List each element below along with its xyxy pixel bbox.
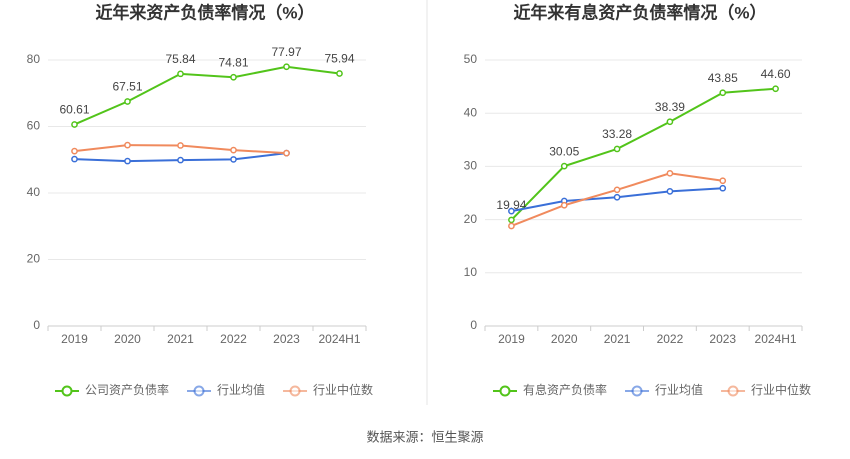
- legend-icon: [289, 385, 301, 397]
- point: [177, 156, 184, 164]
- value-label: 67.51: [112, 80, 142, 94]
- legend-label: 行业均值: [217, 382, 265, 397]
- y-tick-label: 50: [464, 52, 478, 66]
- point: [719, 184, 727, 192]
- point: [230, 156, 237, 163]
- point: [613, 186, 621, 194]
- x-tick-label: 2023: [273, 332, 300, 346]
- x-tick-label: 2021: [604, 332, 631, 346]
- point: [508, 207, 515, 215]
- point: [283, 63, 290, 71]
- point: [560, 162, 568, 170]
- legend-icon: [499, 385, 511, 397]
- point: [666, 118, 674, 126]
- x-tick-label: 2019: [61, 332, 88, 346]
- y-tick-label: 80: [27, 52, 41, 66]
- point: [124, 98, 131, 105]
- point: [71, 121, 78, 128]
- value-label: 30.05: [549, 144, 579, 158]
- point: [508, 222, 515, 230]
- point: [666, 169, 674, 177]
- point: [177, 142, 184, 149]
- y-tick-label: 10: [464, 265, 478, 279]
- value-label: 75.84: [165, 52, 195, 66]
- point: [177, 70, 184, 78]
- y-tick-label: 0: [33, 318, 40, 332]
- point: [560, 201, 568, 209]
- legend-icon: [193, 385, 205, 397]
- point: [613, 145, 621, 153]
- legend-label: 行业中位数: [751, 382, 811, 397]
- legend-icon: [727, 385, 739, 397]
- x-tick-label: 2024H1: [755, 332, 797, 346]
- series-line: [510, 87, 776, 221]
- legend-label: 公司资产负债率: [85, 382, 169, 397]
- point: [666, 188, 674, 195]
- x-tick-label: 2020: [114, 332, 141, 346]
- x-tick-label: 2022: [657, 332, 684, 346]
- point: [613, 193, 621, 201]
- legend-icon: [61, 385, 73, 397]
- point: [772, 85, 779, 93]
- series-line: [74, 65, 340, 126]
- x-tick-label: 2021: [167, 332, 194, 346]
- value-label: 74.81: [218, 55, 248, 69]
- y-tick-label: 60: [27, 119, 41, 133]
- y-tick-label: 40: [27, 185, 41, 199]
- point: [124, 157, 131, 165]
- x-tick-label: 2024H1: [318, 332, 360, 346]
- legend-label: 行业均值: [655, 382, 703, 397]
- value-label: 33.28: [602, 127, 632, 141]
- value-label: 38.39: [655, 100, 685, 114]
- y-tick-label: 30: [464, 159, 478, 173]
- value-label: 77.97: [271, 45, 301, 59]
- x-tick-label: 2023: [709, 332, 736, 346]
- chart-title: 近年来资产负债率情况（%）: [95, 2, 314, 22]
- point: [71, 155, 78, 163]
- y-tick-label: 40: [464, 105, 478, 119]
- point: [508, 216, 515, 224]
- chart-title: 近年来有息资产负债率情况（%）: [513, 2, 766, 22]
- source: 数据来源：恒生聚源: [366, 429, 483, 444]
- point: [719, 177, 727, 185]
- point: [230, 73, 237, 81]
- value-label: 75.94: [324, 52, 354, 66]
- value-label: 43.85: [708, 71, 738, 85]
- y-tick-label: 20: [464, 212, 478, 226]
- legend-label: 有息资产负债率: [523, 382, 607, 397]
- x-tick-label: 2022: [220, 332, 247, 346]
- point: [719, 89, 727, 97]
- value-label: 60.61: [59, 103, 89, 117]
- point: [283, 149, 290, 157]
- point: [230, 146, 237, 154]
- point: [336, 70, 343, 77]
- value-label: 44.60: [761, 67, 791, 81]
- legend-label: 行业中位数: [313, 382, 373, 397]
- point: [124, 141, 131, 149]
- x-tick-label: 2019: [498, 332, 525, 346]
- y-tick-label: 0: [470, 318, 477, 332]
- y-tick-label: 20: [27, 252, 41, 266]
- x-tick-label: 2020: [551, 332, 578, 346]
- legend-icon: [631, 385, 643, 397]
- point: [71, 147, 78, 155]
